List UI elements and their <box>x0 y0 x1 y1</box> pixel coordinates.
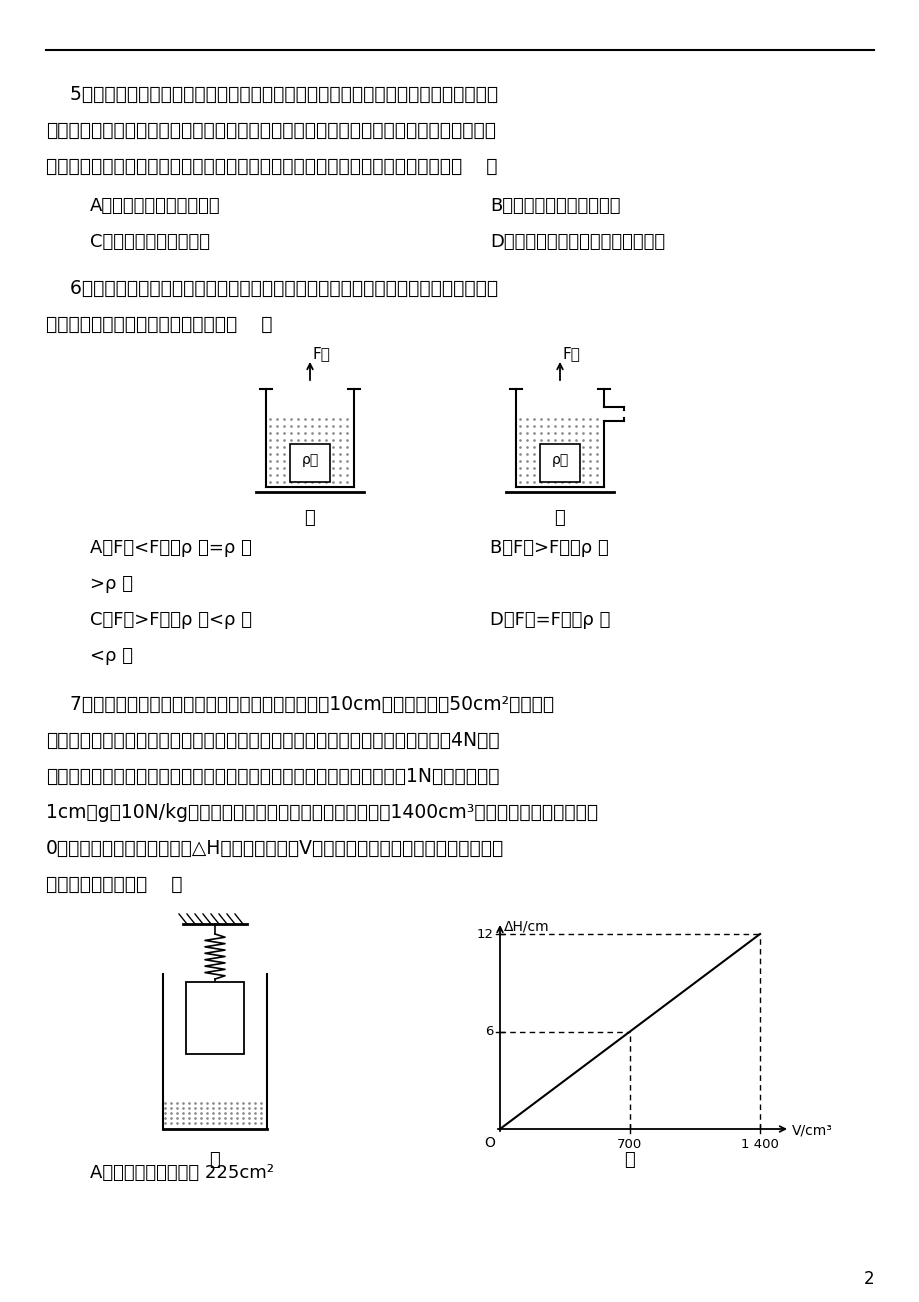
Text: F甲: F甲 <box>312 346 331 361</box>
Text: 重力越小，物体越靠近地球两极，所受重力越大．一艘军舰从我国青岛港出发，前往位于赤: 重力越小，物体越靠近地球两极，所受重力越大．一艘军舰从我国青岛港出发，前往位于赤 <box>46 121 495 141</box>
Text: ρ乙: ρ乙 <box>550 453 568 466</box>
Text: <ρ 乙: <ρ 乙 <box>90 647 133 665</box>
Polygon shape <box>289 444 330 482</box>
Text: 图甲所示．已知弹簧测力计中弹簧的伸长与受到的拉力成正比，弹簧受到1N的拉力时伸长: 图甲所示．已知弹簧测力计中弹簧的伸长与受到的拉力成正比，弹簧受到1N的拉力时伸长 <box>46 767 499 786</box>
Text: V/cm³: V/cm³ <box>791 1124 832 1138</box>
Text: B．在亚丁湾所受浮力较大: B．在亚丁湾所受浮力较大 <box>490 197 619 215</box>
Text: 甲: 甲 <box>304 509 315 527</box>
Text: D．在亚丁湾所排开海水的重力较大: D．在亚丁湾所排开海水的重力较大 <box>490 233 664 251</box>
Text: C．在两处所受浮力相等: C．在两处所受浮力相等 <box>90 233 210 251</box>
Text: B．F甲>F乙，ρ 甲: B．F甲>F乙，ρ 甲 <box>490 539 608 557</box>
Text: 0，此过程中水面升高的高度△H与所加水的体积V的关系如图乙所示．根据以上信息，能: 0，此过程中水面升高的高度△H与所加水的体积V的关系如图乙所示．根据以上信息，能 <box>46 838 504 858</box>
Text: O: O <box>483 1137 494 1150</box>
Text: 5．研究发现，同一物体在地球的不同纬度处所受的重力不同，物体越靠近赤道，所受: 5．研究发现，同一物体在地球的不同纬度处所受的重力不同，物体越靠近赤道，所受 <box>46 85 497 104</box>
Text: D．F甲=F乙，ρ 甲: D．F甲=F乙，ρ 甲 <box>490 611 609 629</box>
Text: 受到的浮力和液体密度的大小关系是（    ）: 受到的浮力和液体密度的大小关系是（ ） <box>46 315 272 335</box>
Text: 12: 12 <box>476 927 494 940</box>
Text: F乙: F乙 <box>562 346 580 361</box>
Text: 7．在一个足够深的容器内有一定量的水，将一个高10cm、横截面积为50cm²的圆柱形: 7．在一个足够深的容器内有一定量的水，将一个高10cm、横截面积为50cm²的圆… <box>46 695 553 713</box>
Text: 1cm，g取10N/kg．往容器内缓慢加水，当所加水的体积至1400cm³时，弹簧测力计示数恰为: 1cm，g取10N/kg．往容器内缓慢加水，当所加水的体积至1400cm³时，弹… <box>46 803 597 822</box>
Text: 道附近的亚丁湾执行护航任务，若海水密度及舰艇质量不变，比较两地，则该舰艇（    ）: 道附近的亚丁湾执行护航任务，若海水密度及舰艇质量不变，比较两地，则该舰艇（ ） <box>46 158 497 176</box>
Text: 乙: 乙 <box>554 509 565 527</box>
Text: ΔH/cm: ΔH/cm <box>504 921 549 934</box>
Polygon shape <box>539 444 579 482</box>
Text: 实心塑料块挂于弹簧测力计上，当塑料块底面刚好接触水面时，弹簧测力计示数为4N，如: 实心塑料块挂于弹簧测力计上，当塑料块底面刚好接触水面时，弹簧测力计示数为4N，如 <box>46 730 499 750</box>
Text: >ρ 乙: >ρ 乙 <box>90 575 133 592</box>
Text: ρ甲: ρ甲 <box>301 453 318 466</box>
Text: A．在亚丁湾所受浮力较小: A．在亚丁湾所受浮力较小 <box>90 197 221 215</box>
Text: A．F甲<F乙，ρ 甲=ρ 乙: A．F甲<F乙，ρ 甲=ρ 乙 <box>90 539 252 557</box>
Text: 700: 700 <box>617 1138 642 1151</box>
Text: 甲: 甲 <box>210 1151 221 1169</box>
Text: 6．同一物块分别静止在甲、乙两种不同的液体中，如图所示．则物块在甲、乙液体中: 6．同一物块分别静止在甲、乙两种不同的液体中，如图所示．则物块在甲、乙液体中 <box>46 279 497 298</box>
Polygon shape <box>186 982 244 1055</box>
Text: 乙: 乙 <box>624 1151 635 1169</box>
Text: 2: 2 <box>862 1269 873 1288</box>
Text: C．F甲>F乙，ρ 甲<ρ 乙: C．F甲>F乙，ρ 甲<ρ 乙 <box>90 611 252 629</box>
Text: A．容器的横截面积为 225cm²: A．容器的横截面积为 225cm² <box>90 1164 274 1182</box>
Text: 得出的正确结论是（    ）: 得出的正确结论是（ ） <box>46 875 182 894</box>
Text: 1 400: 1 400 <box>741 1138 778 1151</box>
Text: 6: 6 <box>485 1025 494 1038</box>
